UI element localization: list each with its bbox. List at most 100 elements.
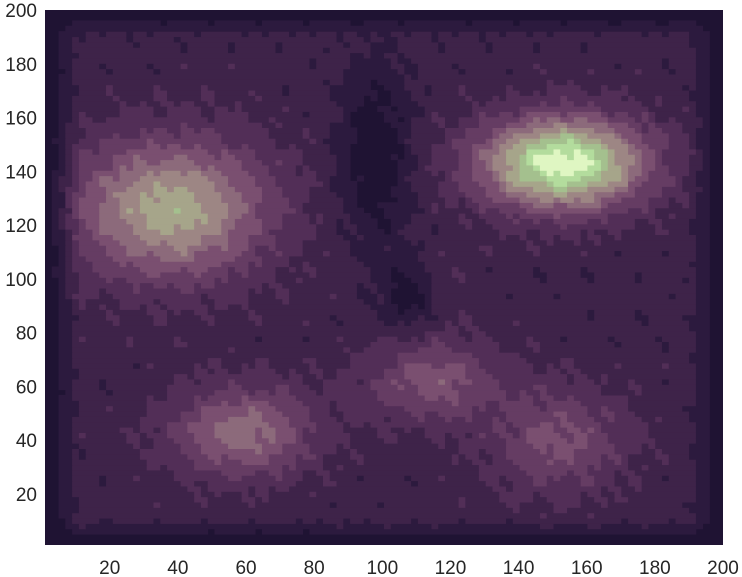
contour-band-3 [438,191,466,198]
contour-band-1 [689,95,710,102]
contour-band-2 [85,31,100,38]
contour-band-4 [567,410,588,417]
contour-band-2 [628,394,697,401]
contour-band-2 [207,303,215,310]
contour-band-4 [607,116,636,123]
contour-band-7 [539,196,554,203]
contour-band-3 [302,127,310,134]
contour-band-2 [431,84,459,91]
contour-band-3 [512,480,534,487]
contour-band-6 [99,180,134,187]
contour-band-1 [133,362,141,369]
contour-band-1 [384,36,398,43]
contour-band-3 [146,432,168,439]
contour-band-2 [580,84,602,91]
x-tick-label: 80 [304,558,325,577]
contour-band-3 [214,116,249,123]
contour-band-1 [384,298,392,305]
contour-band-2 [411,213,459,219]
contour-band-4 [289,464,297,471]
contour-band-7 [153,196,161,203]
contour-band-3 [655,100,663,107]
contour-band-3 [458,122,480,128]
contour-band-3 [72,170,80,177]
contour-band-6 [119,175,141,182]
contour-band-4 [248,394,297,401]
contour-band-3 [580,400,629,407]
contour-band-3 [587,491,602,498]
contour-band-3 [255,148,304,155]
contour-band-3 [343,410,412,417]
contour-band-6 [200,234,229,241]
contour-band-2 [167,95,202,102]
contour-band-3 [85,132,114,139]
contour-band-6 [634,159,643,166]
contour-band-4 [499,400,534,407]
contour-band-3 [533,400,548,407]
contour-band-1 [587,277,595,284]
contour-band-1 [336,320,344,326]
contour-band-7 [499,143,514,150]
contour-band-2 [336,416,344,423]
contour-band-3 [302,432,351,439]
contour-band-2 [512,293,554,300]
contour-band-2 [160,84,202,91]
contour-band-1 [350,63,392,70]
contour-band-4 [478,116,520,123]
contour-band-4 [261,191,283,198]
contour-band-2 [465,336,473,342]
x-tick-label: 140 [503,558,535,577]
contour-band-5 [417,389,459,396]
contour-band-3 [539,229,582,235]
contour-band-2 [431,293,507,300]
contour-band-2 [587,250,615,257]
contour-band-3 [587,405,602,412]
contour-band-9 [519,164,534,171]
contour-band-5 [207,453,222,460]
contour-band-3 [431,154,459,161]
contour-band-3 [431,116,446,123]
contour-band-2 [594,378,602,385]
contour-band-4 [465,191,487,198]
contour-band-1 [343,523,385,530]
contour-band-2 [65,239,73,246]
contour-band-3 [661,459,670,466]
contour-band-2 [139,432,148,439]
contour-band-3 [424,432,446,439]
contour-band-1 [322,79,331,86]
contour-band-5 [526,432,561,439]
contour-band-2 [268,31,290,38]
contour-band-2 [682,175,697,182]
contour-band-7 [119,207,127,214]
contour-band-10 [573,170,595,177]
contour-band-1 [350,218,378,225]
contour-band-1 [58,373,80,380]
contour-band-3 [451,271,466,278]
contour-band-2 [322,368,337,375]
contour-band-1 [668,293,676,300]
contour-band-4 [309,427,317,433]
contour-band-2 [655,443,690,449]
contour-band-2 [309,132,331,139]
contour-band-2 [85,336,127,342]
contour-band-2 [72,475,100,482]
contour-band-1 [587,309,595,316]
contour-band-1 [397,175,405,182]
contour-band-2 [329,475,358,482]
contour-band-3 [72,143,100,150]
contour-band-2 [499,346,534,353]
contour-band-3 [282,475,304,482]
contour-band-4 [180,443,202,449]
contour-band-1 [695,464,710,471]
contour-band-1 [167,20,209,27]
contour-band-2 [65,170,73,177]
contour-band-3 [106,309,114,316]
contour-band-3 [167,106,202,112]
contour-band-3 [445,196,459,203]
contour-band-2 [594,68,636,75]
contour-band-4 [499,207,527,214]
contour-band-3 [282,106,290,112]
contour-band-3 [451,416,466,423]
contour-band-2 [533,496,548,503]
contour-band-3 [275,180,324,187]
